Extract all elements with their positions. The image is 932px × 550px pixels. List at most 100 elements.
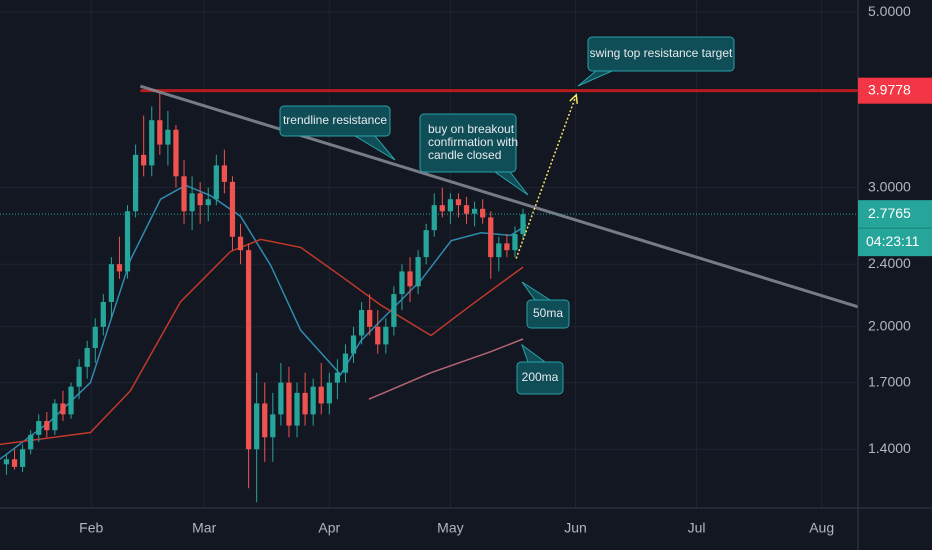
candle-body (254, 403, 260, 450)
candle-body (141, 154, 147, 166)
candle-body (36, 421, 42, 435)
annotation-text: trendline resistance (283, 113, 387, 127)
candle-body (124, 211, 131, 272)
candle-body (471, 208, 478, 214)
candle-body (423, 230, 429, 258)
candle-body (11, 459, 18, 467)
candle-body (463, 205, 470, 214)
grid (0, 0, 858, 508)
y-tick-label: 5.0000 (868, 3, 911, 19)
target-arrow (515, 94, 578, 259)
x-tick-label: Mar (192, 520, 216, 536)
candle-body (278, 382, 284, 415)
annotation-box (587, 36, 735, 72)
candle-body (415, 257, 421, 287)
resistance-price-box (858, 77, 932, 104)
candle-body (286, 382, 292, 426)
annotation-box (516, 361, 564, 395)
y-tick-label: 2.0000 (868, 318, 911, 334)
candle-body (173, 129, 179, 177)
candle-body (350, 335, 357, 354)
candle-body (391, 294, 397, 327)
candle-body (358, 310, 365, 336)
y-tick-label: 2.4000 (868, 255, 911, 271)
axes: Feb Mar Apr May Jun Jul Aug 1.4000 1.7000 2.0000 2… (79, 3, 932, 536)
candle-body (520, 214, 526, 235)
candle-body (205, 199, 211, 206)
candle-body (92, 326, 98, 349)
bar-countdown: 04:23:11 (866, 233, 920, 249)
candle-body (375, 326, 381, 345)
annotation: 200ma (516, 343, 564, 395)
x-tick-label: May (437, 520, 463, 536)
candle-body (399, 271, 405, 295)
candle-body (237, 236, 244, 251)
annotation-text: buy on breakout (428, 122, 515, 136)
annotation-text: 200ma (522, 370, 559, 384)
candle-body (189, 193, 195, 212)
x-tick-label: Jun (564, 520, 587, 536)
candle-body (294, 392, 300, 426)
resistance-price-label: 3.9778 (868, 81, 911, 97)
candle-body (149, 120, 155, 166)
y-tick-label: 3.0000 (868, 178, 911, 194)
candle-body (407, 271, 413, 287)
moving-average (368, 338, 524, 400)
candle-body (302, 392, 308, 415)
candle-body (181, 176, 187, 212)
candle-body (165, 129, 171, 145)
candle-body (367, 310, 373, 327)
annotation: trendline resistance (279, 105, 396, 161)
candle-body (76, 366, 82, 387)
candle-body (383, 326, 389, 345)
candle-body (334, 372, 341, 383)
candle-body (496, 243, 502, 258)
candle-body (447, 199, 454, 212)
candle-body (19, 449, 26, 467)
x-tick-label: Feb (79, 520, 103, 536)
annotation-text: 50ma (533, 306, 563, 320)
annotation-box (419, 113, 517, 173)
trendline (139, 84, 859, 309)
x-tick-label: Apr (318, 520, 340, 536)
moving-average (0, 184, 527, 460)
candle-body (44, 421, 50, 431)
annotation: swing top resistance target (577, 36, 735, 87)
candle-body (455, 199, 462, 206)
plot: trendline resistance buy on breakoutconfi… (0, 36, 859, 503)
candle-body (229, 181, 236, 237)
candle-body (60, 403, 66, 415)
candle-body (116, 264, 123, 272)
candle-body (84, 348, 90, 367)
y-tick-label: 1.7000 (868, 373, 911, 389)
candle-body (100, 301, 106, 327)
candle-body (262, 403, 268, 438)
candle-body (157, 120, 163, 145)
candle-body (270, 414, 276, 438)
candle-body (52, 403, 58, 431)
candle-body (213, 165, 219, 200)
candle-body (28, 434, 34, 450)
arrow-head (569, 93, 578, 104)
moving-average (0, 238, 524, 446)
annotation: 50ma (521, 281, 570, 329)
y-tick-label: 1.4000 (868, 440, 911, 456)
annotation-text: swing top resistance target (590, 46, 733, 60)
x-tick-label: Jul (688, 520, 706, 536)
candle-body (342, 353, 349, 373)
annotation-text: confirmation with (428, 135, 518, 149)
candle-body (504, 243, 510, 251)
candle-body (310, 386, 316, 415)
x-tick-label: Aug (809, 520, 834, 536)
candle-body (326, 382, 332, 404)
candle-body (108, 264, 115, 302)
candle-body (318, 386, 324, 404)
current-price-label: 2.7765 (868, 205, 911, 221)
annotation-box (526, 299, 570, 329)
candle-body (3, 459, 10, 465)
candle-body (480, 208, 486, 218)
candle-body (245, 250, 252, 450)
